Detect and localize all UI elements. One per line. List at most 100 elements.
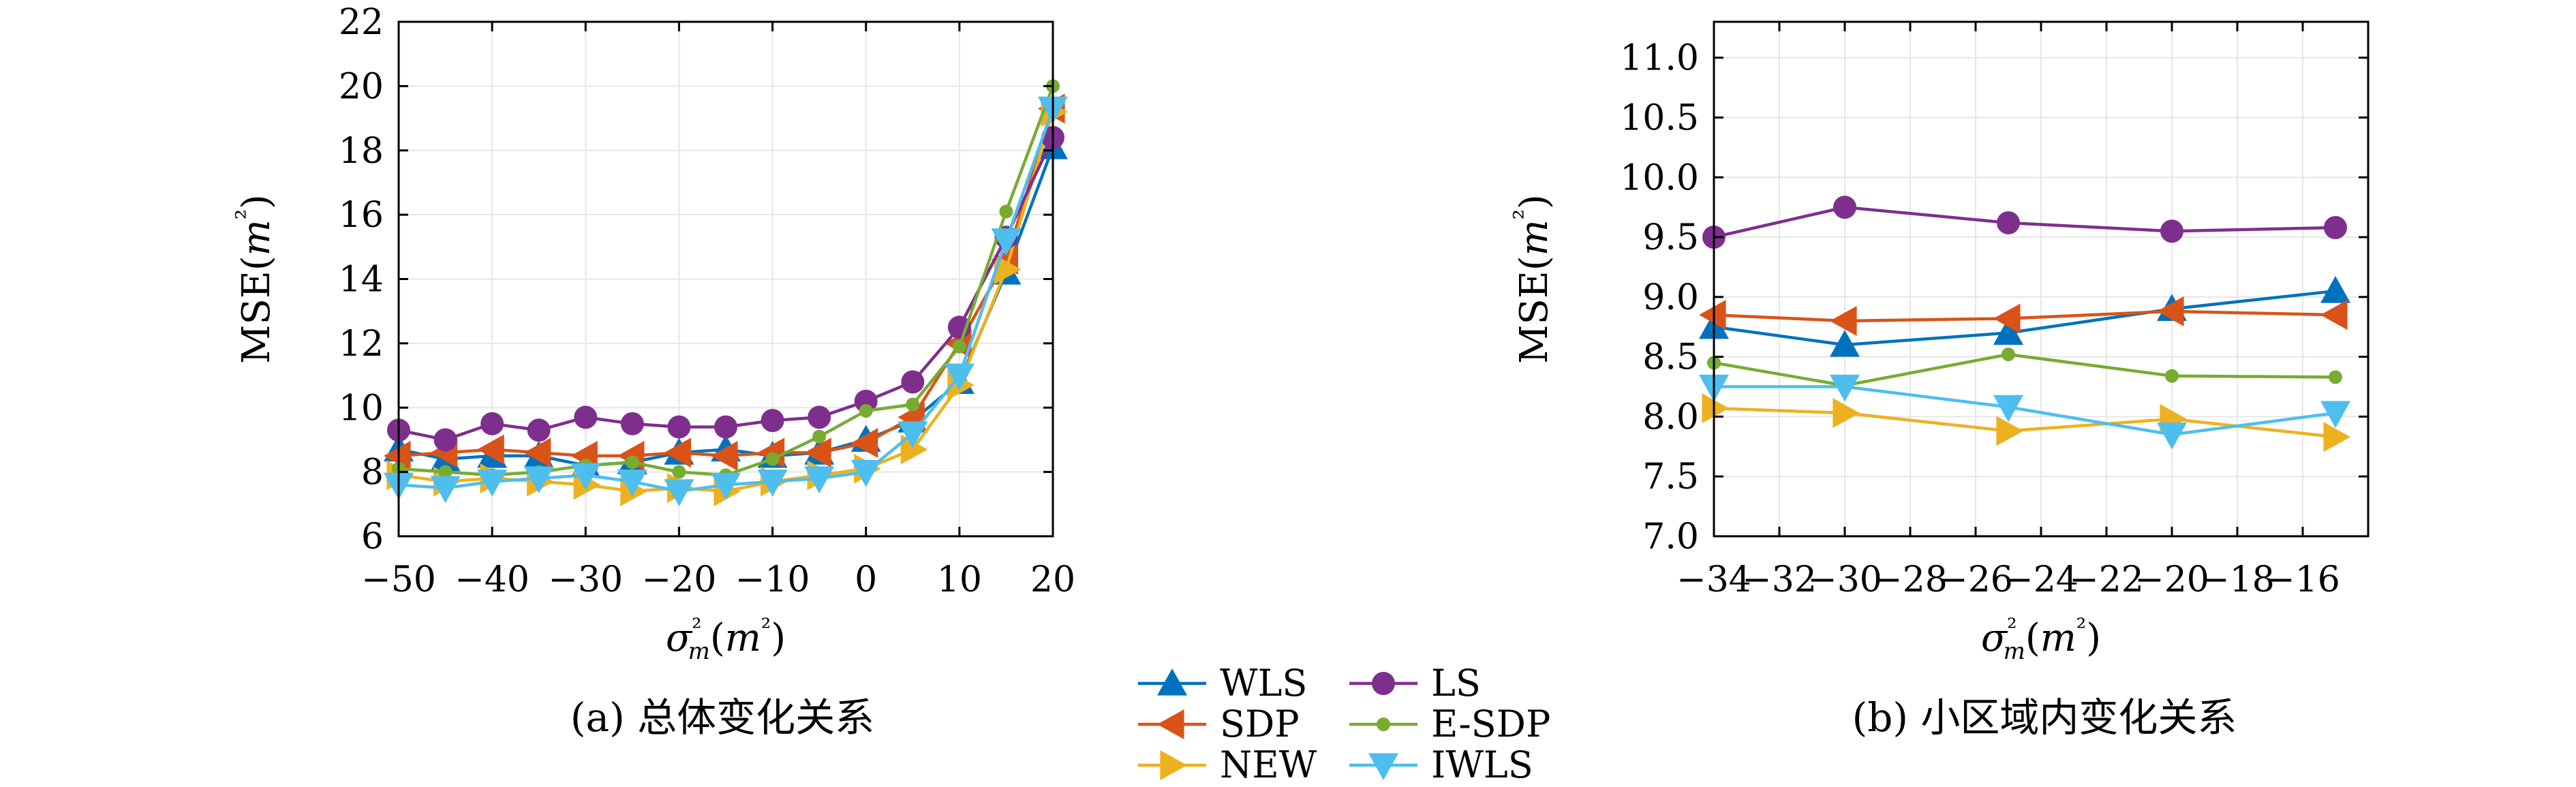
data-point-ls (433, 428, 457, 452)
data-point-new (2323, 422, 2350, 452)
data-point-ls (808, 405, 831, 429)
y-tick-label: 20 (339, 66, 384, 107)
data-point-new (1833, 398, 1860, 429)
data-point-iwls (523, 466, 554, 494)
data-point-e-sdp (859, 403, 873, 418)
data-point-ls (480, 412, 504, 435)
series-line-ls (1713, 205, 2336, 239)
data-point-new (1702, 393, 1729, 424)
data-point-sdp (523, 437, 551, 468)
data-point-iwls (477, 469, 508, 497)
legend-marker-ls (1372, 672, 1395, 695)
panel-caption: (a) 总体变化关系 (570, 694, 874, 741)
y-tick-label: 9.0 (1642, 277, 1699, 318)
y-tick-label: 12 (339, 324, 384, 365)
data-point-ls (901, 370, 925, 394)
data-point-iwls (570, 463, 601, 491)
chart-panel-a: −50 −40 −30 −20 −10 0 10 20 6 8 10 12 14 16 18 20 22 MSE(… (230, 2, 1075, 741)
y-tick-label: 10 (339, 388, 384, 429)
data-point-sdp (477, 434, 504, 465)
y-tick-label: 8 (361, 452, 384, 493)
data-point-e-sdp (2002, 348, 2015, 362)
legend-marker-e-sdp (1377, 717, 1390, 731)
data-point-sdp (804, 437, 831, 468)
data-point-sdp (1993, 303, 2021, 334)
x-tick-label: −34 (1676, 559, 1751, 600)
data-point-iwls (430, 476, 461, 504)
data-point-e-sdp (999, 204, 1013, 219)
panel-caption: (b) 小区域内变化关系 (1852, 694, 2237, 741)
legend-marker-iwls (1368, 753, 1398, 780)
data-point-wls (1830, 330, 1860, 357)
data-point-iwls (617, 469, 647, 497)
y-tick-label: 10.5 (1620, 97, 1699, 138)
data-point-ls (714, 415, 737, 439)
data-point-iwls (757, 469, 788, 497)
y-axis-label: MSE(m²) (1508, 194, 1557, 364)
data-point-iwls (991, 228, 1022, 256)
data-point-e-sdp (2329, 370, 2342, 384)
legend: WLS LS SDP E-SDP NEW IWLS (1138, 662, 1550, 786)
y-tick-label: 11.0 (1620, 38, 1699, 79)
data-point-ls (854, 389, 878, 413)
legend-label-new: NEW (1220, 743, 1317, 786)
x-tick-label: 20 (1030, 559, 1075, 600)
data-point-ls (1997, 211, 2020, 234)
x-tick-label: −16 (2265, 559, 2340, 600)
legend-label-wls: WLS (1220, 662, 1307, 705)
y-tick-label: 8.0 (1642, 397, 1699, 437)
chart-panel-b: −34−32−30−28−26−24−22−20−18−16 7.0 7.5 8.0 8… (1508, 20, 2370, 741)
data-point-iwls (850, 460, 881, 487)
x-tick-label: −28 (1873, 559, 1948, 600)
data-point-e-sdp (812, 429, 827, 444)
y-tick-label: 6 (361, 516, 384, 557)
data-point-iwls (1993, 395, 2023, 422)
data-point-iwls (944, 363, 975, 391)
data-point-e-sdp (672, 465, 686, 479)
x-axis-label: σ² m(m²) (666, 614, 786, 665)
y-tick-label: 7.0 (1642, 516, 1699, 557)
x-tick-label: −26 (1938, 559, 2013, 600)
x-tick-label: −20 (642, 559, 717, 600)
x-tick-label: −18 (2200, 559, 2275, 600)
data-point-e-sdp (906, 397, 920, 412)
y-tick-label: 8.5 (1642, 337, 1699, 378)
data-point-sdp (850, 428, 878, 459)
x-tick-label: 0 (855, 559, 877, 600)
data-point-iwls (2157, 422, 2187, 450)
data-point-e-sdp (625, 455, 639, 469)
data-point-sdp (384, 441, 411, 472)
data-point-iwls (711, 472, 741, 500)
y-axis-label: MSE(m²) (230, 194, 279, 364)
data-point-e-sdp (952, 339, 966, 354)
y-tick-label: 22 (339, 2, 384, 43)
data-point-e-sdp (438, 465, 453, 479)
data-point-iwls (2320, 401, 2350, 429)
legend-marker-new (1160, 750, 1187, 780)
y-tick-label: 7.5 (1642, 457, 1699, 497)
x-tick-label: −30 (548, 559, 623, 600)
legend-marker-sdp (1157, 709, 1184, 739)
series-line-e-sdp (1713, 352, 2336, 388)
data-point-sdp (1830, 305, 1857, 336)
legend-marker-wls (1157, 668, 1187, 696)
data-point-sdp (711, 441, 738, 472)
data-point-ls (574, 405, 598, 429)
data-point-ls (2324, 216, 2347, 239)
data-point-ls (667, 415, 691, 439)
data-point-sdp (2157, 296, 2184, 326)
x-tick-label: 10 (937, 559, 982, 600)
data-point-sdp (1699, 300, 1726, 330)
data-point-new (1996, 416, 2023, 446)
series-line-new (1713, 406, 2336, 439)
legend-label-e-sdp: E-SDP (1431, 703, 1550, 745)
y-tick-label: 14 (339, 260, 384, 300)
data-point-ls (761, 409, 784, 433)
data-point-ls (620, 412, 644, 435)
x-tick-label: −40 (455, 559, 530, 600)
x-tick-label: −32 (1742, 559, 1817, 600)
x-tick-label: −24 (2004, 559, 2079, 600)
x-tick-label: −30 (1807, 559, 1882, 600)
x-tick-label: −20 (2134, 559, 2209, 600)
